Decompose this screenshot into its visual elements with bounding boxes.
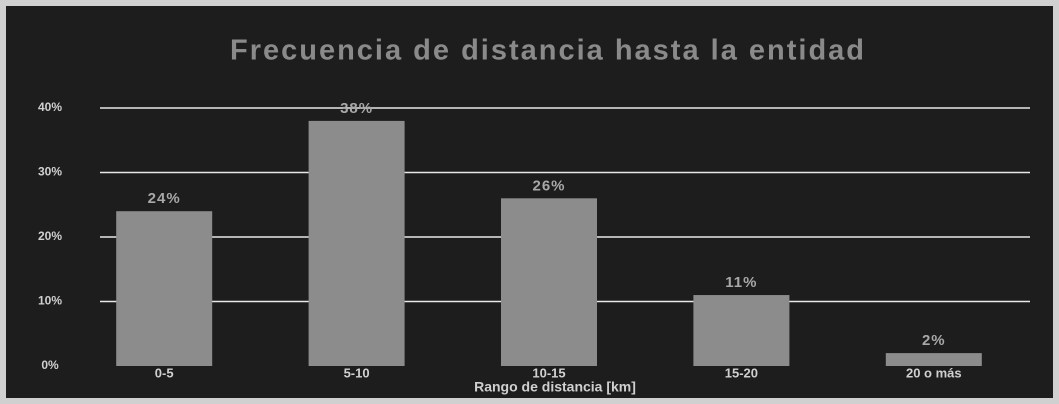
bar [308, 120, 405, 367]
y-tick-label: 0% [41, 358, 59, 372]
value-label: 26% [532, 177, 565, 194]
x-tick-label: 15-20 [725, 365, 758, 380]
value-label: 2% [922, 332, 946, 349]
bar [693, 295, 790, 366]
bar [885, 353, 982, 366]
value-label: 38% [340, 100, 373, 117]
x-tick-label: 5-10 [344, 365, 370, 380]
x-tick-label: 10-15 [532, 365, 565, 380]
y-tick-label: 20% [38, 229, 62, 243]
bar [116, 211, 213, 366]
x-tick-label: 0-5 [155, 365, 174, 380]
y-tick-label: 10% [38, 294, 62, 308]
value-label: 24% [148, 190, 181, 207]
y-tick-label: 30% [38, 165, 62, 179]
x-tick-label: 20 o más [906, 365, 962, 380]
bar [501, 198, 597, 366]
x-axis-label: Rango de distancia [km] [474, 379, 636, 395]
chart-title: Frecuencia de distancia hasta la entidad [230, 35, 866, 67]
value-label: 11% [725, 274, 757, 291]
y-tick-label: 40% [38, 100, 62, 114]
